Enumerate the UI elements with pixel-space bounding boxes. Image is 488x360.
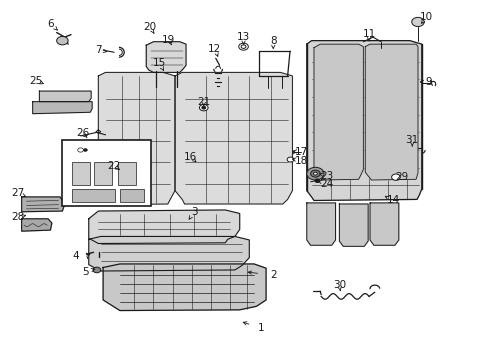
Text: 18: 18 xyxy=(294,156,307,166)
Text: 14: 14 xyxy=(386,195,399,206)
Circle shape xyxy=(310,170,320,177)
Polygon shape xyxy=(146,42,185,72)
FancyBboxPatch shape xyxy=(120,189,143,202)
Polygon shape xyxy=(21,197,64,212)
Circle shape xyxy=(199,104,208,111)
Polygon shape xyxy=(89,210,239,243)
Text: 30: 30 xyxy=(332,280,345,290)
Text: 3: 3 xyxy=(190,207,197,217)
FancyBboxPatch shape xyxy=(93,162,112,185)
Text: 13: 13 xyxy=(236,32,250,42)
Text: 29: 29 xyxy=(394,172,407,182)
Text: 17: 17 xyxy=(294,147,307,157)
Text: 25: 25 xyxy=(29,76,42,86)
Text: 9: 9 xyxy=(425,77,431,87)
Circle shape xyxy=(411,17,423,27)
Text: 28: 28 xyxy=(12,212,25,222)
Circle shape xyxy=(93,267,101,273)
FancyBboxPatch shape xyxy=(117,162,136,185)
Text: 4: 4 xyxy=(72,251,79,261)
Circle shape xyxy=(391,174,399,180)
FancyBboxPatch shape xyxy=(72,162,90,185)
Polygon shape xyxy=(369,203,398,245)
Polygon shape xyxy=(306,41,421,201)
Circle shape xyxy=(314,179,319,183)
Text: 6: 6 xyxy=(47,19,54,29)
FancyBboxPatch shape xyxy=(72,189,115,202)
FancyBboxPatch shape xyxy=(62,140,151,206)
Text: 26: 26 xyxy=(76,129,89,139)
Polygon shape xyxy=(98,72,175,205)
Text: 24: 24 xyxy=(320,179,333,189)
Text: 16: 16 xyxy=(184,152,197,162)
Circle shape xyxy=(78,148,83,152)
Text: 10: 10 xyxy=(419,12,432,22)
Polygon shape xyxy=(103,264,265,311)
Polygon shape xyxy=(313,44,363,180)
Circle shape xyxy=(202,106,205,109)
Text: 31: 31 xyxy=(405,135,418,145)
Polygon shape xyxy=(33,102,92,114)
Text: 22: 22 xyxy=(107,161,121,171)
Text: 23: 23 xyxy=(320,171,333,181)
Polygon shape xyxy=(306,203,335,245)
Circle shape xyxy=(238,43,248,50)
Text: 27: 27 xyxy=(12,188,25,198)
Text: 8: 8 xyxy=(269,36,276,46)
Text: 15: 15 xyxy=(152,58,165,68)
Text: 5: 5 xyxy=(82,267,88,277)
Polygon shape xyxy=(365,44,417,180)
Text: 1: 1 xyxy=(258,323,264,333)
Circle shape xyxy=(83,149,87,152)
Text: 19: 19 xyxy=(162,35,175,45)
Polygon shape xyxy=(40,91,91,102)
Polygon shape xyxy=(21,219,52,231)
Polygon shape xyxy=(175,72,292,204)
Text: 21: 21 xyxy=(197,97,210,107)
Circle shape xyxy=(57,36,68,45)
Text: 7: 7 xyxy=(95,45,102,55)
Text: 11: 11 xyxy=(362,28,375,39)
Circle shape xyxy=(313,172,317,175)
Polygon shape xyxy=(339,204,367,246)
Text: 2: 2 xyxy=(269,270,276,280)
Circle shape xyxy=(306,167,324,180)
Text: 20: 20 xyxy=(143,22,156,32)
Text: 12: 12 xyxy=(208,44,221,54)
Circle shape xyxy=(241,45,245,48)
Polygon shape xyxy=(89,237,249,271)
Circle shape xyxy=(286,157,293,162)
